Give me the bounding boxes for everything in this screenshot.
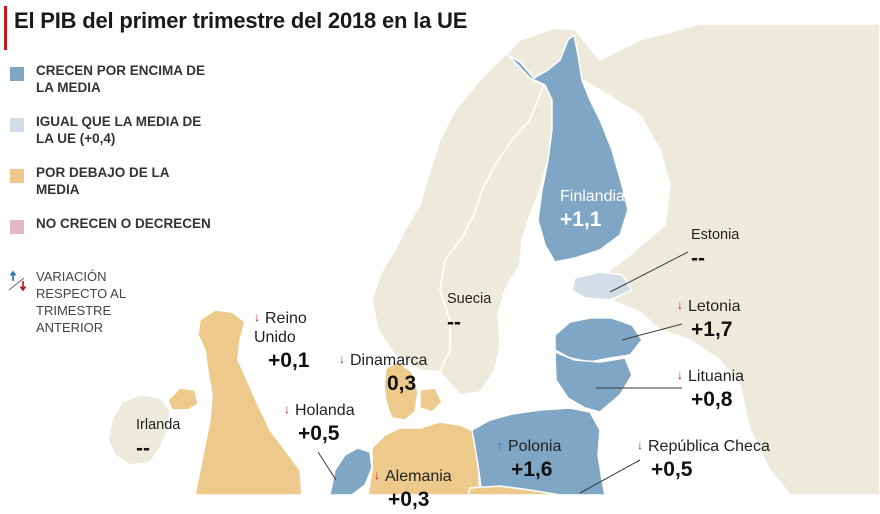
value-polonia: +1,6 [511, 458, 553, 481]
value-republica-checa: +0,5 [651, 458, 693, 481]
leader-lines [317, 251, 689, 494]
arrow-down-icon: ↓ [677, 368, 683, 382]
country-suecia [439, 77, 553, 396]
title-accent-bar [4, 6, 7, 50]
legend-label-variation: VARIACIÓN RESPECTO AL TRIMESTRE ANTERIOR [36, 269, 126, 335]
country-dinamarca [383, 361, 443, 421]
name-lituania: Lituania [688, 368, 745, 385]
country-reino-unido [194, 309, 303, 495]
name-republica-checa: República Checa [648, 438, 770, 455]
legend: CRECEN POR ENCIMA DE LA MEDIA IGUAL QUE … [8, 62, 218, 336]
legend-item-below: POR DEBAJO DE LA MEDIA [8, 164, 218, 215]
legend-item-above: CRECEN POR ENCIMA DE LA MEDIA [8, 62, 218, 113]
leader-estonia [609, 251, 689, 293]
leader-holanda [317, 451, 337, 481]
name-letonia: Letonia [688, 298, 741, 315]
leader-letonia [621, 323, 683, 341]
value-dinamarca: 0,3 [387, 372, 417, 395]
country-republica-checa [467, 485, 561, 495]
name-reino-unido: Reino Unido [254, 310, 307, 346]
name-holanda: Holanda [295, 402, 355, 419]
country-irlanda [107, 394, 171, 466]
name-dinamarca: Dinamarca [350, 352, 428, 369]
label-lituania: ↓ Lituania +0,8 [677, 366, 744, 414]
country-irlanda-del-norte [167, 387, 199, 411]
label-letonia: ↓ Letonia +1,7 [677, 296, 741, 344]
name-suecia: Suecia [447, 291, 492, 307]
country-lituania [554, 350, 633, 413]
country-finlandia [507, 33, 629, 263]
country-polonia [471, 407, 606, 495]
label-republica-checa: ↓ República Checa +0,5 [637, 436, 770, 484]
country-alemania [367, 421, 481, 495]
value-suecia: -- [447, 311, 461, 334]
swatch-above-icon [10, 67, 24, 81]
value-irlanda: -- [136, 437, 150, 460]
map [107, 23, 880, 495]
value-finlandia: +1,1 [560, 208, 602, 231]
label-estonia: Estonia -- [691, 226, 739, 273]
value-estonia: -- [691, 247, 705, 270]
label-suecia: Suecia -- [447, 290, 491, 337]
arrow-down-icon: ↓ [637, 438, 643, 452]
legend-item-equal: IGUAL QUE LA MEDIA DE LA UE (+0,4) [8, 113, 218, 164]
country-holanda [329, 447, 373, 495]
page-title: El PIB del primer trimestre del 2018 en … [14, 8, 468, 33]
swatch-equal-icon [10, 118, 24, 132]
arrow-down-icon: ↓ [339, 352, 345, 366]
value-lituania: +0,8 [691, 388, 733, 411]
arrow-down-icon: ↓ [284, 402, 290, 416]
label-polonia: ↑ Polonia +1,6 [497, 436, 561, 484]
arrow-up-icon: ↑ [497, 438, 503, 452]
legend-label-above: CRECEN POR ENCIMA DE LA MEDIA [36, 63, 206, 95]
name-finlandia: Finlandia [560, 188, 625, 205]
value-letonia: +1,7 [691, 318, 733, 341]
arrow-down-icon: ↓ [677, 298, 683, 312]
swatch-none-icon [10, 220, 24, 234]
label-alemania: ↓ Alemania +0,3 [374, 466, 452, 514]
swatch-below-icon [10, 169, 24, 183]
arrow-down-icon: ↓ [374, 468, 380, 482]
value-holanda: +0,5 [298, 422, 340, 445]
legend-label-equal: IGUAL QUE LA MEDIA DE LA UE (+0,4) [36, 114, 202, 146]
country-letonia [554, 317, 643, 363]
name-irlanda: Irlanda [136, 417, 181, 433]
label-holanda: ↓ Holanda +0,5 [284, 400, 355, 448]
country-estonia [571, 271, 634, 301]
value-alemania: +0,3 [388, 488, 430, 511]
name-polonia: Polonia [508, 438, 562, 455]
name-estonia: Estonia [691, 227, 740, 243]
label-irlanda: Irlanda -- [136, 416, 180, 463]
legend-label-none: NO CRECEN O DECRECEN [36, 216, 211, 231]
legend-item-variation: VARIACIÓN RESPECTO AL TRIMESTRE ANTERIOR [8, 266, 218, 336]
value-reino-unido: +0,1 [268, 349, 310, 372]
leader-republica-checa [579, 459, 641, 494]
legend-label-below: POR DEBAJO DE LA MEDIA [36, 165, 170, 197]
variation-arrows-icon [8, 270, 27, 292]
arrow-down-icon: ↓ [254, 310, 260, 324]
label-reino-unido: ↓ Reino Unido +0,1 [254, 308, 324, 375]
legend-item-none: NO CRECEN O DECRECEN [8, 215, 218, 266]
label-dinamarca: ↓ Dinamarca 0,3 [339, 350, 427, 398]
label-finlandia: Finlandia +1,1 [560, 187, 625, 234]
name-alemania: Alemania [385, 468, 452, 485]
